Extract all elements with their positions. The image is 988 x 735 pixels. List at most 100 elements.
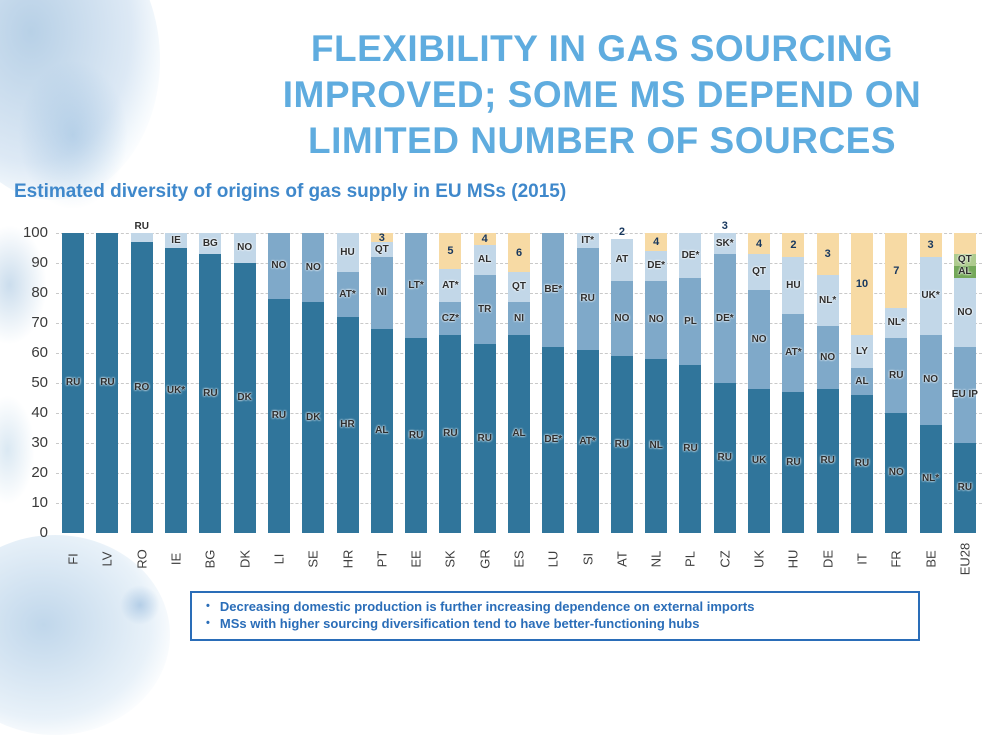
bar-column-PT: 3 QT NI AL <box>365 231 399 533</box>
x-tick-label: UK <box>751 549 767 569</box>
bar-column-GR: 4 AL TR RU <box>468 233 502 533</box>
bar-FR: 7 NL* RU NO <box>885 233 908 533</box>
bar-LU: BE* DE* <box>542 233 565 533</box>
x-tick-CZ: CZ <box>708 535 742 583</box>
segment-label: BG <box>202 237 218 249</box>
bar-column-AT: AT NO RU 2 <box>605 226 639 533</box>
segment-NL-4: 4 <box>645 233 668 251</box>
x-tick-LU: LU <box>536 535 570 583</box>
bar-IT: 10 LY AL RU <box>850 233 873 533</box>
segment-label: RU <box>65 377 81 388</box>
segment-SK-5: 5 <box>439 233 462 269</box>
segment-DE-NL*: NL* <box>816 275 839 326</box>
segment-UK-4: 4 <box>748 233 771 254</box>
x-tick-label: RO <box>134 549 150 569</box>
x-tick-label: PL <box>682 551 698 567</box>
note-line-2: • MSs with higher sourcing diversificati… <box>206 615 906 632</box>
segment-LU-DE*: DE* <box>542 347 565 533</box>
segment-SI-IT*: IT* <box>576 233 599 248</box>
segment-BG-RU: RU <box>199 254 222 533</box>
bar-FI: RU <box>62 233 85 533</box>
segment-label: RU <box>443 428 458 439</box>
key-messages-box: • Decreasing domestic production is furt… <box>190 591 920 641</box>
x-tick-label: EU28 <box>957 542 973 576</box>
x-tick-label: NL <box>648 550 664 568</box>
segment-EU28-NO: NO <box>953 278 976 347</box>
x-tick-BE: BE <box>913 535 947 583</box>
x-tick-label: SE <box>305 550 321 568</box>
bar-column-SE: NO DK <box>296 233 330 533</box>
bar-column-CZ: SK* DE* RU 3 <box>708 220 742 533</box>
bar-HU: 2 HU AT* RU <box>782 233 805 533</box>
segment-label: NO <box>957 306 973 318</box>
bar-column-ES: 6 QT NI AL <box>502 233 536 533</box>
x-tick-EU28: EU28 <box>948 535 982 583</box>
x-tick-HU: HU <box>776 535 810 583</box>
bar-annotation-CZ: 3 <box>721 220 728 232</box>
segment-SK-AT*: AT* <box>439 269 462 302</box>
segment-label: 4 <box>756 237 763 250</box>
slide-title-line-3: LIMITED NUMBER OF SOURCES <box>307 120 897 161</box>
x-tick-label: SK <box>442 550 458 568</box>
x-tick-SI: SI <box>570 535 604 583</box>
bar-column-PL: DE* PL RU <box>673 233 707 533</box>
x-tick-HR: HR <box>330 535 364 583</box>
bar-CZ: SK* DE* RU 3 <box>713 220 736 533</box>
segment-label: HR <box>340 419 355 430</box>
x-tick-label: HR <box>340 549 356 569</box>
bar-BG: BG RU <box>199 233 222 533</box>
bar-SI: IT* RU AT* <box>576 233 599 533</box>
segment-FR-NL*: NL* <box>885 308 908 338</box>
watercolor-blob-bottom-mark <box>120 585 160 625</box>
x-tick-IE: IE <box>159 535 193 583</box>
segment-UK-QT: QT <box>748 254 771 290</box>
segment-label: TR <box>478 303 492 315</box>
segment-label: NO <box>820 351 836 363</box>
segment-label: 3 <box>378 231 385 244</box>
bar-column-UK: 4 QT NO UK <box>742 233 776 533</box>
x-tick-PT: PT <box>365 535 399 583</box>
segment-GR-4: 4 <box>473 233 496 245</box>
segment-label: NI <box>514 312 524 324</box>
bar-column-RO: RO RU <box>125 221 159 533</box>
segment-label: NL* <box>921 473 940 484</box>
segment-AT-RU: RU <box>610 356 633 533</box>
bar-column-IT: 10 LY AL RU <box>845 233 879 533</box>
bars: RU RU RO RU IE UK* BG RU NO DK NO RU NO DK HU AT* HR 3 QT N… <box>56 220 982 533</box>
segment-FR-7: 7 <box>885 233 908 308</box>
segment-label: RU <box>408 429 424 441</box>
x-axis: FI LV RO IE BG DK LI SE HR PT EE SK GR ES LU SI AT NL PL CZ… <box>56 535 982 583</box>
segment-ES-AL: AL <box>508 335 530 533</box>
segment-EU28-QT: QT <box>953 254 976 266</box>
x-tick-AT: AT <box>605 535 639 583</box>
segment-DK-NO: NO <box>233 233 256 263</box>
y-tick-70: 70 <box>31 314 48 331</box>
segment-HU-2: 2 <box>782 233 805 257</box>
x-tick-label: LV <box>99 551 115 567</box>
bar-column-IE: IE UK* <box>159 233 193 533</box>
x-tick-label: SI <box>580 552 596 566</box>
segment-label: NO <box>751 333 767 345</box>
bar-BE: 3 UK* NO NL* <box>919 233 942 533</box>
bullet-icon: • <box>206 600 210 612</box>
segment-HU-RU: RU <box>782 392 805 533</box>
bar-column-FI: RU <box>56 233 90 533</box>
segment-label: NO <box>888 467 904 478</box>
bar-GR: 4 AL TR RU <box>473 233 496 533</box>
segment-SI-AT*: AT* <box>576 350 599 533</box>
segment-AT-NO: NO <box>610 281 633 356</box>
segment-SE-NO: NO <box>302 233 325 302</box>
x-tick-LI: LI <box>262 535 296 583</box>
segment-label: RU <box>100 377 115 388</box>
segment-PT-AL: AL <box>370 329 393 533</box>
bar-column-LU: BE* DE* <box>536 233 570 533</box>
segment-label: RU <box>786 456 801 468</box>
slide-title-line-2: IMPROVED; SOME MS DEPEND ON <box>282 74 922 115</box>
bar-column-HR: HU AT* HR <box>330 233 364 533</box>
segment-label: 3 <box>927 239 934 251</box>
x-tick-label: AT <box>614 551 630 567</box>
y-tick-50: 50 <box>31 374 48 391</box>
segment-RO-RO: RO <box>130 242 153 533</box>
segment-label: NO <box>271 260 287 271</box>
bar-column-SI: IT* RU AT* <box>570 233 604 533</box>
